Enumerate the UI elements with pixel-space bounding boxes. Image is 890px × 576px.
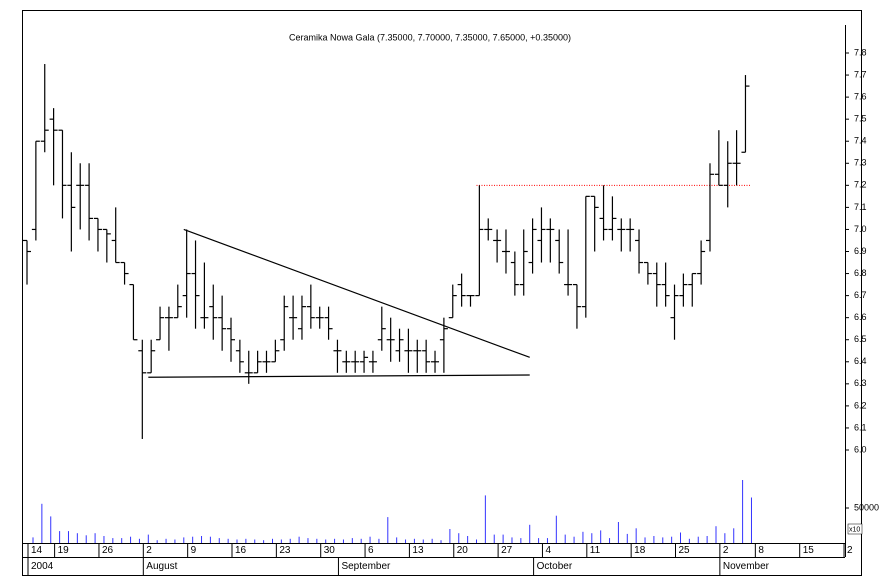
y-tick-label: 6.2 [854, 400, 867, 410]
x-tick-label: 9 [191, 545, 197, 556]
y-tick-label: 7.7 [854, 69, 867, 79]
y-tick-label: 7.4 [854, 136, 867, 146]
x-tick-label: 11 [590, 545, 601, 556]
x-tick-label: 26 [102, 545, 114, 556]
x-tick-label: 27 [501, 545, 513, 556]
x-tick-label: 20 [457, 545, 469, 556]
x-tick-label: 6 [368, 545, 374, 556]
x-tick-label: 30 [324, 545, 336, 556]
y-tick-label: 6.9 [854, 246, 867, 256]
y-tick-label: 6.4 [854, 356, 867, 366]
trend-line [148, 374, 530, 378]
x-tick-label: 14 [31, 545, 43, 556]
x-tick-label: 18 [634, 545, 646, 556]
y-tick-label: 7.1 [854, 202, 867, 212]
y-tick-label: 7.6 [854, 91, 867, 101]
y-tick-label: 6.5 [854, 334, 867, 344]
x-tick-label: 13 [412, 545, 424, 556]
volume-tick-label: 50000 [854, 502, 879, 512]
x-tick-label: 15 [803, 545, 815, 556]
y-tick-label: 7.8 [854, 47, 867, 57]
month-label: August [146, 561, 177, 572]
y-tick-label: 6.0 [854, 444, 867, 454]
y-tick-label: 6.1 [854, 422, 867, 432]
y-tick-label: 6.7 [854, 290, 867, 300]
x-tick-label: 4 [545, 545, 551, 556]
y-tick-label: 7.0 [854, 224, 867, 234]
x-tick-label: 25 [679, 545, 691, 556]
volume-multiplier: x10 [849, 526, 860, 533]
x-tick-label: 16 [235, 545, 247, 556]
y-tick-label: 7.5 [854, 114, 867, 124]
x-tick-label: 23 [279, 545, 291, 556]
x-tick-label: 2 [847, 545, 853, 556]
month-label: September [341, 561, 391, 572]
y-tick-label: 7.2 [854, 180, 867, 190]
month-label: November [723, 561, 770, 572]
x-tick-label: 2 [723, 545, 729, 556]
chart-title: Ceramika Nowa Gala (7.35000, 7.70000, 7.… [289, 32, 571, 42]
trend-line [183, 228, 530, 358]
y-tick-label: 6.8 [854, 268, 867, 278]
x-tick-label: 19 [58, 545, 70, 556]
x-tick-label: 8 [758, 545, 764, 556]
month-label: October [537, 561, 573, 572]
y-tick-label: 7.3 [854, 158, 867, 168]
x-tick-label: 2 [146, 545, 152, 556]
y-tick-label: 6.6 [854, 312, 867, 322]
frame [22, 10, 862, 576]
month-label: 2004 [31, 561, 54, 572]
multiplier-box [847, 523, 863, 535]
y-tick-label: 6.3 [854, 378, 867, 388]
